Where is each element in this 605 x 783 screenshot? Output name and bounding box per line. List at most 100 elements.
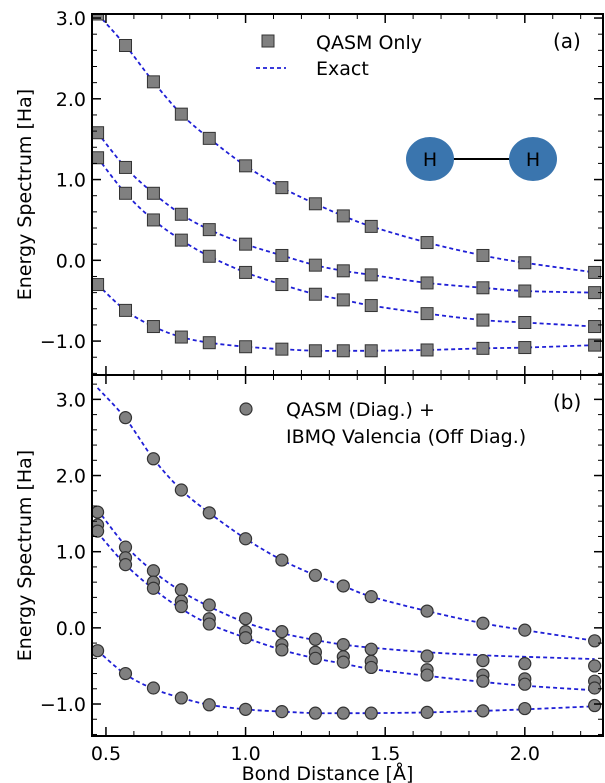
qasm-square-point — [420, 236, 434, 250]
qasm-square-point — [174, 233, 188, 247]
qasm-ibmq-circle-point — [476, 654, 490, 668]
y-tick-label: 3.0 — [56, 8, 86, 30]
qasm-square-point — [336, 209, 350, 223]
qasm-square-point — [476, 313, 490, 327]
x-tick-label: 1.5 — [370, 743, 400, 765]
qasm-ibmq-circle-point — [202, 598, 216, 612]
qasm-square-point — [420, 343, 434, 357]
panel-label: (b) — [553, 390, 581, 414]
qasm-square-point — [239, 265, 253, 279]
x-tick-label: 0.5 — [91, 743, 121, 765]
y-tick-label: 2.0 — [56, 89, 86, 111]
legend-label-line1: QASM (Diag.) + — [286, 399, 435, 421]
y-tick-label: −1.0 — [40, 331, 86, 353]
legend-label-line2: IBMQ Valencia (Off Diag.) — [286, 426, 526, 448]
qasm-ibmq-circle-point — [238, 532, 253, 546]
qasm-square-point — [518, 284, 532, 298]
qasm-square-point — [588, 265, 602, 279]
qasm-ibmq-circle-point — [92, 505, 105, 519]
qasm-ibmq-circle-point — [118, 558, 133, 572]
qasm-ibmq-circle-point — [202, 617, 216, 631]
qasm-square-point — [518, 316, 532, 330]
qasm-square-point — [275, 278, 289, 292]
qasm-ibmq-circle-point — [308, 651, 322, 665]
y-axis-label: Energy Spectrum [Ha] — [14, 89, 36, 300]
y-tick-label: −1.0 — [40, 694, 86, 716]
qasm-ibmq-circle-point — [146, 681, 161, 695]
qasm-ibmq-circle-point — [364, 590, 378, 604]
y-tick-label: 0.0 — [56, 250, 86, 272]
qasm-ibmq-circle-point — [518, 701, 532, 716]
y-tick-label: 3.0 — [56, 389, 86, 411]
qasm-ibmq-circle-point — [420, 649, 434, 663]
qasm-square-point — [119, 186, 133, 200]
plot-area — [92, 387, 602, 720]
qasm-square-point — [588, 338, 602, 352]
qasm-ibmq-circle-point — [588, 681, 602, 695]
qasm-square-point — [119, 160, 133, 174]
qasm-ibmq-circle-point — [92, 524, 105, 538]
qasm-square-point — [119, 38, 133, 52]
qasm-ibmq-circle-point — [202, 698, 216, 712]
qasm-square-point — [275, 248, 289, 262]
qasm-ibmq-circle-point — [336, 706, 350, 720]
qasm-ibmq-circle-point — [275, 643, 289, 657]
qasm-square-point — [308, 197, 322, 211]
qasm-ibmq-circle-point — [146, 564, 161, 578]
qasm-square-point — [476, 248, 490, 262]
qasm-ibmq-circle-point — [476, 704, 490, 718]
x-tick-label: 2.0 — [510, 743, 540, 765]
panel-label: (a) — [553, 29, 581, 53]
qasm-square-point — [174, 330, 188, 344]
qasm-square-point — [92, 126, 105, 140]
legend-label-qasm: QASM Only — [316, 32, 422, 54]
qasm-ibmq-circle-point — [275, 705, 289, 719]
qasm-square-point — [92, 151, 105, 165]
qasm-ibmq-circle-point — [275, 553, 289, 567]
qasm-square-point — [588, 320, 602, 334]
qasm-ibmq-circle-point — [518, 623, 532, 637]
qasm-square-point — [420, 276, 434, 290]
qasm-square-point — [92, 14, 105, 21]
y-tick-label: 2.0 — [56, 466, 86, 488]
qasm-square-point — [364, 219, 378, 233]
legend-circle-marker — [239, 402, 253, 416]
qasm-square-point — [420, 307, 434, 321]
qasm-square-point — [174, 107, 188, 121]
y-axis-label: Energy Spectrum [Ha] — [14, 450, 36, 661]
qasm-ibmq-circle-point — [174, 483, 188, 497]
x-axis-label: Bond Distance [Å] — [242, 762, 414, 783]
qasm-ibmq-circle-point — [202, 506, 216, 520]
qasm-square-point — [239, 237, 253, 251]
atom-label-right: H — [526, 149, 540, 171]
qasm-ibmq-circle-point — [336, 579, 350, 593]
qasm-square-point — [119, 303, 133, 317]
qasm-ibmq-circle-point — [238, 612, 253, 626]
qasm-square-point — [174, 207, 188, 221]
qasm-ibmq-circle-point — [174, 583, 188, 597]
qasm-ibmq-circle-point — [146, 581, 161, 595]
qasm-square-point — [146, 75, 160, 89]
qasm-square-point — [239, 159, 253, 173]
atom-label-left: H — [423, 149, 437, 171]
qasm-ibmq-circle-point — [118, 411, 133, 425]
qasm-square-point — [275, 342, 289, 356]
qasm-square-point — [308, 344, 322, 358]
qasm-ibmq-circle-point — [588, 659, 602, 673]
y-tick-label: 0.0 — [56, 618, 86, 640]
qasm-square-point — [336, 344, 350, 358]
qasm-square-point — [476, 341, 490, 355]
qasm-square-point — [202, 336, 216, 350]
qasm-ibmq-circle-point — [146, 452, 161, 466]
qasm-ibmq-circle-point — [588, 634, 602, 648]
qasm-square-point — [202, 249, 216, 263]
qasm-ibmq-circle-point — [518, 677, 532, 691]
legend-label-exact: Exact — [316, 58, 369, 80]
qasm-square-point — [146, 213, 160, 227]
qasm-ibmq-circle-point — [420, 705, 434, 719]
qasm-square-point — [518, 341, 532, 355]
qasm-square-point — [202, 131, 216, 145]
qasm-ibmq-circle-point — [238, 702, 253, 716]
qasm-ibmq-circle-point — [476, 674, 490, 688]
